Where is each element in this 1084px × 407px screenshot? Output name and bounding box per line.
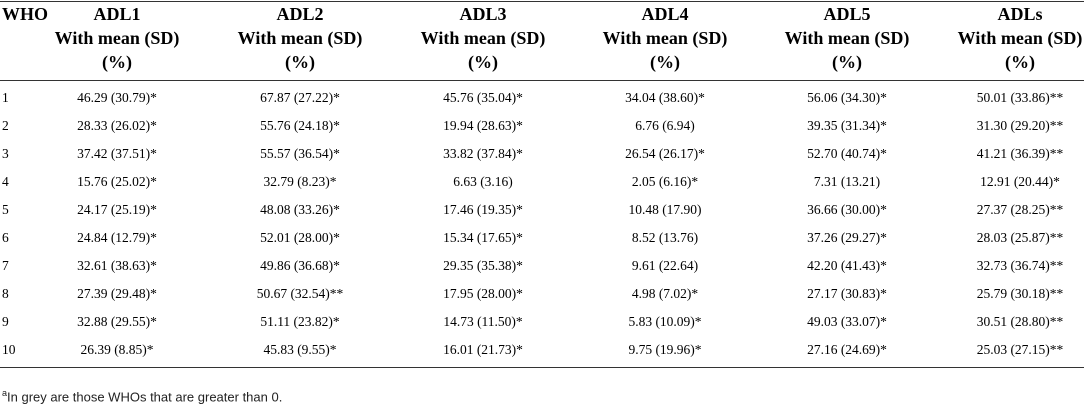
column-header: ADL4	[641, 4, 689, 24]
table-cell: 27.16 (24.69)*	[807, 342, 887, 357]
table-cell: 24.84 (12.79)*	[77, 230, 157, 245]
column-header: With mean (SD)	[54, 28, 180, 48]
table-cell: 36.66 (30.00)*	[807, 202, 887, 217]
table-cell: 27.39 (29.48)*	[77, 286, 157, 301]
table-cell: 42.20 (41.43)*	[807, 258, 887, 273]
top-rule	[0, 1, 1084, 2]
table-cell: 5	[2, 202, 9, 217]
table-cell: 56.06 (34.30)*	[807, 90, 887, 105]
table-cell: 27.17 (30.83)*	[807, 286, 887, 301]
table-cell: 17.46 (19.35)*	[443, 202, 523, 217]
table-cell: 31.30 (29.20)**	[976, 118, 1064, 133]
column-header: With mean (SD)	[957, 28, 1083, 48]
header-rule	[0, 80, 1084, 81]
column-header: With mean (SD)	[602, 28, 728, 48]
table-cell: 10.48 (17.90)	[628, 202, 702, 217]
table-cell: 46.29 (30.79)*	[77, 90, 157, 105]
table-cell: 27.37 (28.25)**	[976, 202, 1064, 217]
column-header: ADL5	[823, 4, 871, 24]
table-cell: 32.61 (38.63)*	[77, 258, 157, 273]
table-cell: 26.54 (26.17)*	[625, 146, 705, 161]
table-cell: 52.01 (28.00)*	[260, 230, 340, 245]
table-cell: 49.03 (33.07)*	[807, 314, 887, 329]
table-cell: 50.01 (33.86)**	[976, 90, 1064, 105]
table-cell: 6.76 (6.94)	[635, 118, 695, 133]
table-cell: 12.91 (20.44)*	[980, 174, 1060, 189]
table-cell: 4	[2, 174, 9, 189]
table-cell: 9.75 (19.96)*	[628, 342, 702, 357]
table-cell: 6.63 (3.16)	[453, 174, 513, 189]
table-cell: 9.61 (22.64)	[631, 258, 699, 273]
table-cell: 7.31 (13.21)	[813, 174, 881, 189]
table-cell: 52.70 (40.74)*	[807, 146, 887, 161]
table-cell: 4.98 (7.02)*	[631, 286, 699, 301]
table-cell: 48.08 (33.26)*	[260, 202, 340, 217]
column-header: ADLs	[997, 4, 1043, 24]
table-cell: 28.03 (25.87)**	[976, 230, 1064, 245]
footnote-text: In grey are those WHOs that are greater …	[7, 389, 283, 405]
column-header: (%)	[650, 52, 680, 72]
column-header: ADL1	[93, 4, 141, 24]
table-cell: 50.67 (32.54)**	[256, 286, 344, 301]
table-cell: 37.42 (37.51)*	[77, 146, 157, 161]
column-header: (%)	[832, 52, 862, 72]
table-cell: 25.03 (27.15)**	[976, 342, 1064, 357]
table-cell: 32.79 (8.23)*	[263, 174, 337, 189]
table-cell: 67.87 (27.22)*	[260, 90, 340, 105]
table-cell: 5.83 (10.09)*	[628, 314, 702, 329]
table-cell: 8.52 (13.76)	[631, 230, 699, 245]
table-cell: 51.11 (23.82)*	[260, 314, 340, 329]
column-header: With mean (SD)	[420, 28, 546, 48]
table-cell: 9	[2, 314, 9, 329]
table-cell: 2	[2, 118, 9, 133]
table-cell: 41.21 (36.39)**	[976, 146, 1064, 161]
table-cell: 6	[2, 230, 9, 245]
table-cell: 55.76 (24.18)*	[260, 118, 340, 133]
column-header: (%)	[102, 52, 132, 72]
table-cell: 7	[2, 258, 9, 273]
table-cell: 28.33 (26.02)*	[77, 118, 157, 133]
table-cell: 25.79 (30.18)**	[976, 286, 1064, 301]
table-cell: 32.73 (36.74)**	[976, 258, 1064, 273]
table-cell: 26.39 (8.85)*	[80, 342, 154, 357]
table-cell: 19.94 (28.63)*	[443, 118, 523, 133]
table-cell: 8	[2, 286, 9, 301]
table-cell: 10	[2, 342, 16, 357]
column-header: With mean (SD)	[237, 28, 363, 48]
table-cell: 34.04 (38.60)*	[625, 90, 705, 105]
table-cell: 17.95 (28.00)*	[443, 286, 523, 301]
column-header: (%)	[1005, 52, 1035, 72]
table-cell: 2.05 (6.16)*	[631, 174, 699, 189]
column-header: ADL3	[459, 4, 507, 24]
table-cell: 55.57 (36.54)*	[260, 146, 340, 161]
table-cell: 45.76 (35.04)*	[443, 90, 523, 105]
table-cell: 24.17 (25.19)*	[77, 202, 157, 217]
table-cell: 15.34 (17.65)*	[443, 230, 523, 245]
table-cell: 29.35 (35.38)*	[443, 258, 523, 273]
table-cell: 15.76 (25.02)*	[77, 174, 157, 189]
table-cell: 16.01 (21.73)*	[443, 342, 523, 357]
column-header: With mean (SD)	[784, 28, 910, 48]
table-cell: 1	[2, 90, 9, 105]
table-cell: 37.26 (29.27)*	[807, 230, 887, 245]
table-cell: 30.51 (28.80)**	[976, 314, 1064, 329]
table-cell: 49.86 (36.68)*	[260, 258, 340, 273]
table-cell: 32.88 (29.55)*	[77, 314, 157, 329]
bottom-rule	[0, 367, 1084, 368]
table-cell: 14.73 (11.50)*	[443, 314, 523, 329]
column-header: (%)	[468, 52, 498, 72]
table-cell: 39.35 (31.34)*	[807, 118, 887, 133]
column-header: WHO	[2, 4, 49, 24]
table-cell: 33.82 (37.84)*	[443, 146, 523, 161]
footnote: aIn grey are those WHOs that are greater…	[2, 388, 282, 404]
column-header: (%)	[285, 52, 315, 72]
column-header: ADL2	[276, 4, 324, 24]
table-cell: 3	[2, 146, 9, 161]
footnote-mark: a	[2, 388, 8, 398]
table-cell: 45.83 (9.55)*	[263, 342, 337, 357]
